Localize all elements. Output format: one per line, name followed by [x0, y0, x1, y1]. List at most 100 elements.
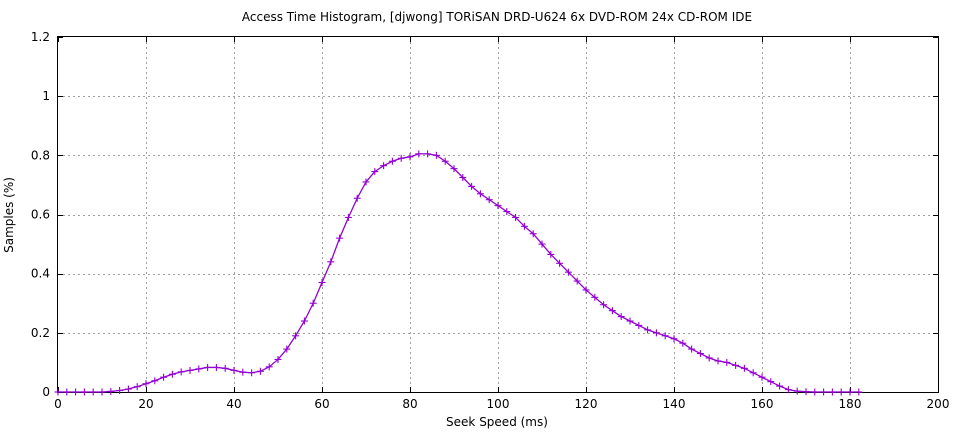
data-point-marker [265, 363, 273, 371]
data-point-marker [485, 196, 493, 204]
data-point-marker [591, 293, 599, 301]
data-point-marker [547, 250, 555, 258]
data-point-marker [476, 190, 484, 198]
data-point-marker [98, 388, 106, 396]
data-point-marker [758, 373, 766, 381]
data-point-marker [177, 368, 185, 376]
data-point-marker [441, 157, 449, 165]
data-point-marker [397, 154, 405, 162]
data-point-marker [459, 174, 467, 182]
x-tick-label: 60 [314, 397, 329, 411]
y-tick-label: 0.4 [31, 267, 50, 281]
data-point-marker [855, 388, 863, 396]
data-point-marker [644, 326, 652, 334]
data-point-marker [468, 182, 476, 190]
data-point-marker [309, 299, 317, 307]
data-point-marker [573, 277, 581, 285]
data-point-marker [450, 165, 458, 173]
y-tick-label: 0.6 [31, 208, 50, 222]
data-point-marker [661, 332, 669, 340]
data-point-marker [300, 317, 308, 325]
data-point-marker [696, 350, 704, 358]
x-tick-label: 200 [927, 397, 950, 411]
data-point-marker [424, 150, 432, 158]
data-point-marker [705, 354, 713, 362]
x-tick-label: 180 [839, 397, 862, 411]
data-point-marker [793, 387, 801, 395]
y-tick-label: 1.2 [31, 30, 50, 44]
data-point-marker [124, 385, 132, 393]
data-point-marker [353, 194, 361, 202]
data-point-marker [529, 230, 537, 238]
data-point-marker [133, 383, 141, 391]
x-tick-label: 80 [402, 397, 417, 411]
data-point-marker [723, 358, 731, 366]
series-layer [54, 150, 863, 396]
x-tick-label: 100 [487, 397, 510, 411]
data-point-marker [837, 388, 845, 396]
data-point-marker [212, 363, 220, 371]
chart-title: Access Time Histogram, [djwong] TORiSAN … [242, 10, 752, 24]
data-point-marker [494, 202, 502, 210]
data-point-marker [767, 378, 775, 386]
data-point-marker [512, 213, 520, 221]
data-point-marker [362, 178, 370, 186]
data-point-marker [239, 368, 247, 376]
data-point-marker [292, 332, 300, 340]
data-point-marker [635, 321, 643, 329]
data-point-marker [89, 388, 97, 396]
series-line [58, 153, 859, 393]
data-point-marker [221, 364, 229, 372]
data-point-marker [846, 388, 854, 396]
data-point-marker [371, 168, 379, 176]
data-point-marker [142, 380, 150, 388]
data-point-marker [406, 153, 414, 161]
data-point-marker [520, 222, 528, 230]
data-point-marker [54, 388, 62, 396]
data-point-marker [116, 387, 124, 395]
x-tick-label: 0 [54, 397, 62, 411]
data-point-marker [415, 150, 423, 158]
data-point-marker [582, 286, 590, 294]
data-point-marker [388, 157, 396, 165]
data-point-marker [688, 345, 696, 353]
y-tick-label: 0 [42, 385, 50, 399]
data-point-marker [828, 388, 836, 396]
data-point-marker [168, 370, 176, 378]
data-point-marker [626, 317, 634, 325]
data-point-marker [344, 213, 352, 221]
axis-ticks: 0 20 40 60 80 100 120 140 160 180 200 0 0.2 0.4 0.6 0.8… [31, 30, 950, 411]
y-axis-label: Samples (%) [2, 177, 16, 253]
data-point-marker [248, 369, 256, 377]
data-point-marker [608, 307, 616, 315]
y-tick-label: 0.2 [31, 326, 50, 340]
data-point-marker [670, 335, 678, 343]
data-point-marker [652, 329, 660, 337]
data-point-marker [230, 366, 238, 374]
x-tick-label: 160 [751, 397, 774, 411]
y-tick-label: 1 [42, 89, 50, 103]
data-point-marker [749, 369, 757, 377]
data-point-marker [600, 301, 608, 309]
data-point-marker [151, 377, 159, 385]
plot-frame [57, 36, 939, 393]
data-point-marker [820, 388, 828, 396]
data-point-marker [256, 367, 264, 375]
data-point-marker [679, 339, 687, 347]
data-point-marker [274, 355, 282, 363]
grid [58, 37, 938, 392]
data-point-marker [107, 387, 115, 395]
data-point-marker [811, 388, 819, 396]
y-tick-label: 0.8 [31, 148, 50, 162]
data-point-marker [538, 240, 546, 248]
data-point-marker [784, 386, 792, 394]
data-point-marker [186, 366, 194, 374]
data-point-marker [732, 361, 740, 369]
data-point-marker [336, 234, 344, 242]
data-point-marker [195, 365, 203, 373]
data-point-marker [740, 364, 748, 372]
data-point-marker [802, 388, 810, 396]
data-point-marker [432, 151, 440, 159]
data-point-marker [204, 363, 212, 371]
